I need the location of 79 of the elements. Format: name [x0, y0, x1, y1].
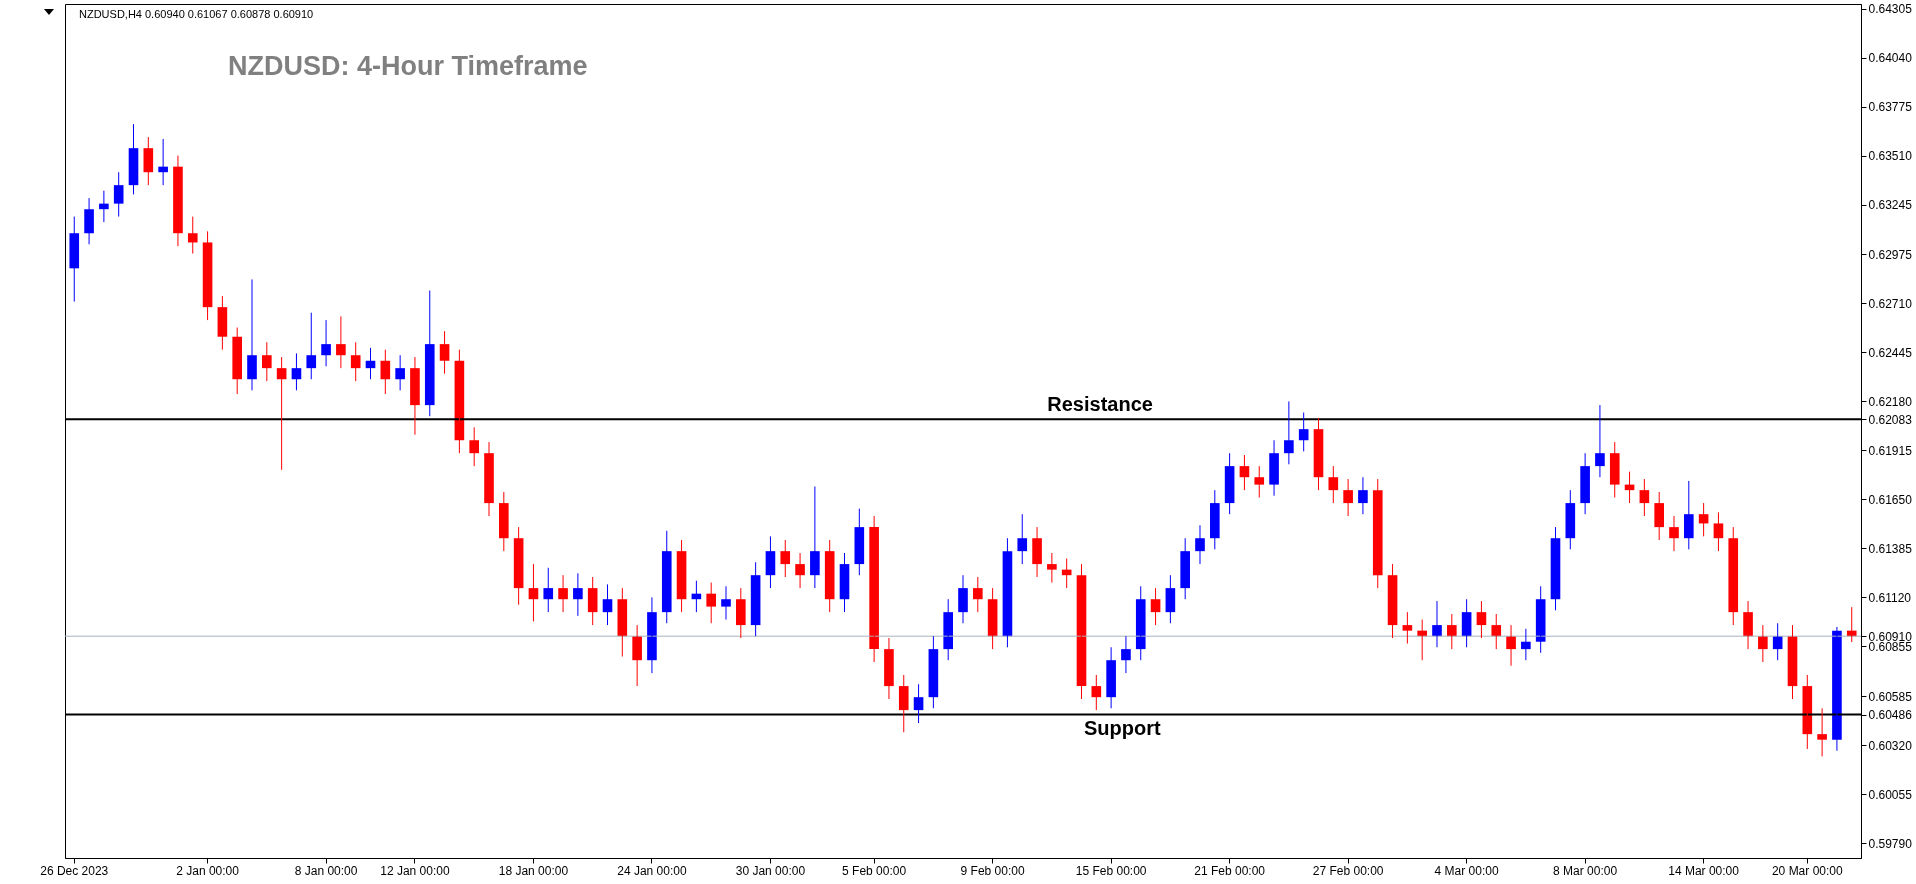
candlestick [661, 530, 672, 624]
candlestick [1817, 707, 1827, 757]
y-tick-label: 0.61915 [1868, 443, 1913, 458]
y-tick-label: 0.60055 [1868, 787, 1913, 802]
candlestick [187, 216, 198, 255]
y-tick-label: 0.61650 [1868, 492, 1913, 507]
y-tick-label: 0.63775 [1868, 100, 1913, 115]
x-tick-label: 8 Jan 00:00 [294, 863, 358, 878]
x-tick-label: 4 Mar 00:00 [1434, 863, 1499, 878]
candlestick [1254, 465, 1265, 499]
x-tick-label: 5 Feb 00:00 [842, 863, 907, 878]
x-tick-label: 24 Jan 00:00 [617, 863, 687, 878]
candlestick [232, 326, 243, 395]
x-tick-label: 21 Feb 00:00 [1194, 863, 1266, 878]
candlestick [1017, 513, 1028, 565]
y-tick-label: 0.60585 [1868, 689, 1913, 704]
y-tick-label: 0.62445 [1868, 345, 1913, 360]
candlestick [1683, 480, 1694, 550]
y-tick-label: 0.62710 [1868, 296, 1913, 311]
candlestick [943, 598, 953, 661]
x-tick-label: 8 Mar 00:00 [1553, 863, 1618, 878]
candlestick [587, 576, 598, 626]
annotation: NZDUSD,H4 0.60940 0.61067 0.60878 0.60910 [79, 8, 314, 20]
y-tick-label: 0.62083 [1868, 412, 1913, 427]
candlestick [721, 585, 731, 621]
x-tick-label: 27 Feb 00:00 [1312, 863, 1384, 878]
candlestick [69, 216, 80, 303]
y-tick-label: 0.60486 [1868, 708, 1913, 723]
y-tick-label: 0.62180 [1868, 394, 1913, 409]
candlestick [973, 576, 983, 613]
y-tick-label: 0.63510 [1868, 149, 1913, 164]
candlestick [469, 426, 480, 467]
candlestick [780, 539, 791, 578]
candlestick [854, 508, 865, 576]
candlestick [1210, 489, 1220, 550]
x-tick-label: 2 Jan 00:00 [176, 863, 240, 878]
y-tick-label: 0.63245 [1868, 198, 1913, 213]
candlestick [1565, 489, 1576, 550]
candlestick [306, 312, 317, 380]
x-tick-label: 18 Jan 00:00 [498, 863, 569, 878]
candlestick [1446, 613, 1457, 650]
candlestick [1728, 526, 1739, 626]
candlestick [706, 582, 716, 624]
candlestick [898, 674, 909, 733]
candlestick [424, 290, 435, 417]
y-tick-label: 0.59790 [1868, 836, 1913, 851]
x-tick-label: 15 Feb 00:00 [1075, 863, 1147, 878]
candlestick [1654, 491, 1664, 541]
candlestick [1491, 613, 1502, 650]
x-tick-label: 20 Mar 00:00 [1771, 863, 1843, 878]
x-tick-label: 30 Jan 00:00 [735, 863, 806, 878]
candlestick [113, 171, 124, 218]
candlestick [1609, 441, 1620, 499]
candlestick [499, 491, 509, 552]
x-tick-label: 14 Mar 00:00 [1668, 863, 1740, 878]
y-tick-label: 0.61120 [1868, 590, 1912, 605]
candlestick [1372, 478, 1383, 589]
candlestick [1135, 585, 1146, 661]
candlestick [543, 567, 554, 613]
x-tick-label: 26 Dec 2023 [40, 863, 109, 878]
candlestick [736, 587, 746, 639]
ref-line-label: Support [1083, 716, 1161, 739]
y-tick-label: 0.64305 [1868, 2, 1913, 17]
x-tick-label: 9 Feb 00:00 [960, 863, 1025, 878]
y-tick-label: 0.62975 [1868, 247, 1913, 262]
candlestick [262, 341, 272, 382]
y-tick-label: 0.64040 [1868, 51, 1913, 66]
candlestick [1180, 537, 1190, 600]
candlestick [1328, 465, 1339, 504]
y-tick-label: 0.60320 [1868, 738, 1913, 753]
text: NZDUSD: 4-Hour Timeframe [228, 51, 588, 81]
x-tick-label: 12 Jan 00:00 [380, 863, 450, 878]
candlestick [1402, 611, 1413, 645]
candlestick [824, 539, 835, 613]
candlestick [1047, 552, 1057, 584]
ref-line-label: Resistance [1047, 393, 1153, 416]
candlestick [1091, 674, 1102, 711]
y-tick-label: 0.61385 [1868, 541, 1913, 556]
candlestick [350, 341, 361, 382]
